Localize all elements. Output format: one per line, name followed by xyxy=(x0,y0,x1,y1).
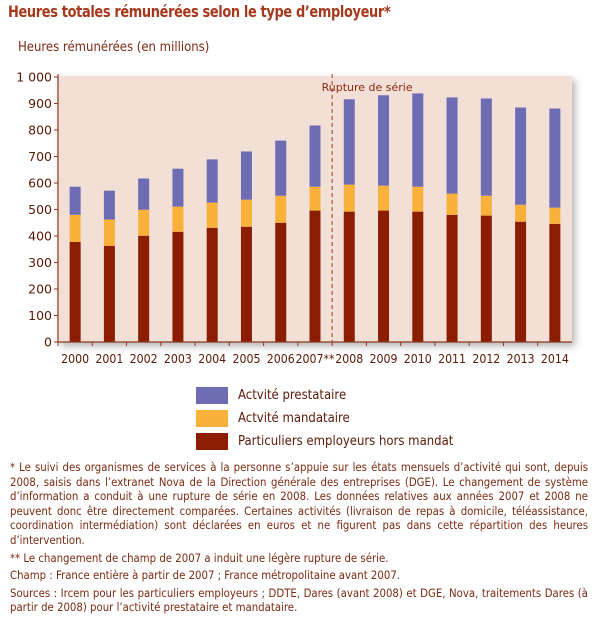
y-tick-label: 700 xyxy=(28,149,52,164)
x-tick-label: 2008 xyxy=(335,351,363,366)
x-tick-label: 2004 xyxy=(198,351,226,366)
bar-segment xyxy=(103,190,115,220)
bar-segment xyxy=(378,95,390,186)
bar-segment xyxy=(275,195,287,223)
x-tick-label: 2007** xyxy=(296,351,335,366)
bar-segment xyxy=(103,245,115,342)
x-tick-label: 2014 xyxy=(541,351,569,366)
bar-segment xyxy=(240,199,252,227)
y-tick-label: 300 xyxy=(28,255,52,270)
bar-segment xyxy=(480,195,492,216)
legend-item-mandataire: Actvité mandataire xyxy=(196,407,453,430)
chart-title: Heures totales rémunérées selon le type … xyxy=(8,2,391,21)
x-tick-label: 2012 xyxy=(472,351,500,366)
stacked-bar-chart: 2000 2001 2002 2003 2004 2005 2006 2007** 2008 20… xyxy=(16,70,572,366)
bar-segment xyxy=(69,214,81,242)
bar-segment xyxy=(138,178,150,210)
bar-segment xyxy=(309,125,321,187)
x-tick-label: 2009 xyxy=(370,351,398,366)
x-tick-label: 2002 xyxy=(130,351,158,366)
y-tick-label: 600 xyxy=(28,176,52,191)
bar-segment xyxy=(206,202,218,228)
bar-segment xyxy=(446,214,458,342)
bar-segment xyxy=(549,207,561,224)
legend-swatch xyxy=(196,433,228,450)
y-tick-label: 500 xyxy=(28,202,52,217)
bar-segment xyxy=(172,168,184,207)
bar-segment xyxy=(69,241,81,342)
bar-segment xyxy=(275,222,287,342)
legend-swatch xyxy=(196,387,228,404)
x-tick-label: 2001 xyxy=(95,351,123,366)
bar-segment xyxy=(138,235,150,342)
footnote: * Le suivi des organismes de services à … xyxy=(10,461,588,547)
x-tick-label: 2010 xyxy=(404,351,432,366)
bar-segment xyxy=(412,186,424,212)
bar-segment xyxy=(172,231,184,342)
legend-swatch xyxy=(196,410,228,427)
bar-segment xyxy=(480,98,492,196)
bar-segment xyxy=(309,210,321,342)
y-tick-label: 400 xyxy=(28,229,52,244)
bar-segment xyxy=(343,184,355,212)
bar-segment xyxy=(240,151,252,200)
x-tick-label: 2005 xyxy=(232,351,260,366)
bar-segment xyxy=(206,227,218,342)
y-tick-label: 200 xyxy=(28,282,52,297)
bar-segment xyxy=(240,226,252,342)
x-tick-label: 2013 xyxy=(507,351,535,366)
y-tick-label: 100 xyxy=(28,308,52,323)
legend-label: Particuliers employeurs hors mandat xyxy=(238,434,454,449)
bar-segment xyxy=(515,204,527,222)
bar-segment xyxy=(343,99,355,185)
footnote: Sources : Ircem pour les particuliers em… xyxy=(10,586,588,615)
bar-segment xyxy=(412,211,424,342)
y-tick-label: 1 000 xyxy=(16,70,52,85)
bar-segment xyxy=(206,159,218,203)
footnote: ** Le changement de champ de 2007 a indu… xyxy=(10,551,389,565)
bar-segment xyxy=(446,97,458,194)
y-tick-label: 800 xyxy=(28,123,52,138)
bar-segment xyxy=(515,107,527,205)
legend-label: Actvité prestataire xyxy=(238,388,347,403)
legend: Actvité prestataire Actvité mandataire P… xyxy=(196,384,453,453)
bar-segment xyxy=(515,221,527,342)
bar-segment xyxy=(446,193,458,215)
legend-item-prestataire: Actvité prestataire xyxy=(196,384,453,407)
bar-segment xyxy=(275,140,287,196)
bar-segment xyxy=(480,215,492,342)
x-tick-label: 2011 xyxy=(438,351,466,366)
footnote: Champ : France entière à partir de 2007 … xyxy=(10,569,401,583)
x-tick-label: 2006 xyxy=(267,351,295,366)
x-tick-label: 2003 xyxy=(164,351,192,366)
series-break-label: Rupture de série xyxy=(322,81,413,94)
y-tick-label: 0 xyxy=(44,335,52,350)
bar-segment xyxy=(309,186,321,211)
y-tick-label: 900 xyxy=(28,96,52,111)
bar-segment xyxy=(103,219,115,246)
x-tick-label: 2000 xyxy=(61,351,89,366)
bar-segment xyxy=(69,186,81,215)
bar-segment xyxy=(378,185,390,211)
bar-segment xyxy=(378,210,390,342)
footnotes: * Le suivi des organismes de services à … xyxy=(10,461,588,619)
bar-segment xyxy=(343,211,355,342)
y-axis-label: Heures rémunérées (en millions) xyxy=(18,40,210,55)
legend-label: Actvité mandataire xyxy=(238,411,350,426)
bar-segment xyxy=(138,209,150,236)
bar-segment xyxy=(412,93,424,187)
bar-segment xyxy=(549,108,561,208)
bar-segment xyxy=(549,223,561,342)
bar-segment xyxy=(172,206,184,232)
legend-item-particuliers: Particuliers employeurs hors mandat xyxy=(196,430,453,453)
